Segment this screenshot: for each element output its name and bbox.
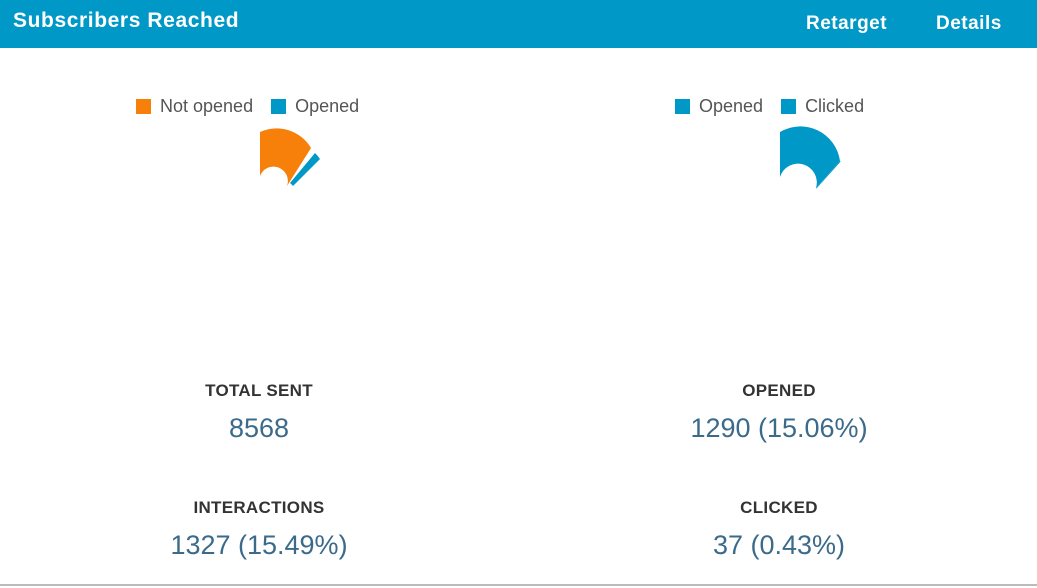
pie-slice-clicked[interactable]	[816, 161, 841, 189]
stat-label: OPENED	[742, 381, 816, 400]
stat-label: CLICKED	[740, 498, 818, 517]
legend-label: Opened	[699, 96, 764, 116]
legend-item-not-opened[interactable]: Not opened	[136, 96, 253, 117]
panel-title: Subscribers Reached	[13, 9, 240, 32]
details-link[interactable]: Details	[936, 13, 1002, 34]
legend-swatch	[675, 99, 690, 114]
legend-swatch	[271, 99, 287, 114]
stat-value: 1327 (15.49%)	[170, 530, 348, 560]
stat-value: 1290 (15.06%)	[690, 413, 868, 443]
retarget-link[interactable]: Retarget	[806, 13, 888, 34]
stat-value: 8568	[228, 413, 290, 443]
stat-value: 37 (0.43%)	[712, 530, 846, 560]
legend-right: Opened Clicked	[675, 96, 864, 117]
legend-left: Not opened Opened	[136, 96, 359, 117]
stat-label: INTERACTIONS	[193, 498, 325, 517]
stat-clicked: CLICKED 37 (0.43%)	[579, 498, 979, 561]
pie-slice-opened[interactable]	[290, 153, 320, 186]
legend-item-opened[interactable]: Opened	[675, 96, 763, 117]
panel-header: Subscribers Reached Retarget Details	[0, 0, 1037, 48]
pie-slice-opened[interactable]	[780, 126, 840, 188]
stat-label: TOTAL SENT	[205, 381, 313, 400]
legend-item-opened[interactable]: Opened	[271, 96, 359, 117]
legend-swatch	[136, 99, 151, 114]
legend-label: Opened	[295, 96, 360, 116]
pie-slice-not-opened[interactable]	[260, 128, 311, 186]
pie-chart-sent	[260, 128, 320, 186]
legend-item-clicked[interactable]: Clicked	[781, 96, 864, 117]
legend-label: Clicked	[805, 96, 865, 116]
stat-total-sent: TOTAL SENT 8568	[59, 381, 459, 444]
pie-chart-opened	[780, 126, 841, 189]
stat-opened: OPENED 1290 (15.06%)	[579, 381, 979, 444]
legend-swatch	[781, 99, 797, 114]
stat-interactions: INTERACTIONS 1327 (15.49%)	[59, 498, 459, 561]
bottom-divider	[0, 584, 1037, 586]
legend-label: Not opened	[160, 96, 254, 116]
